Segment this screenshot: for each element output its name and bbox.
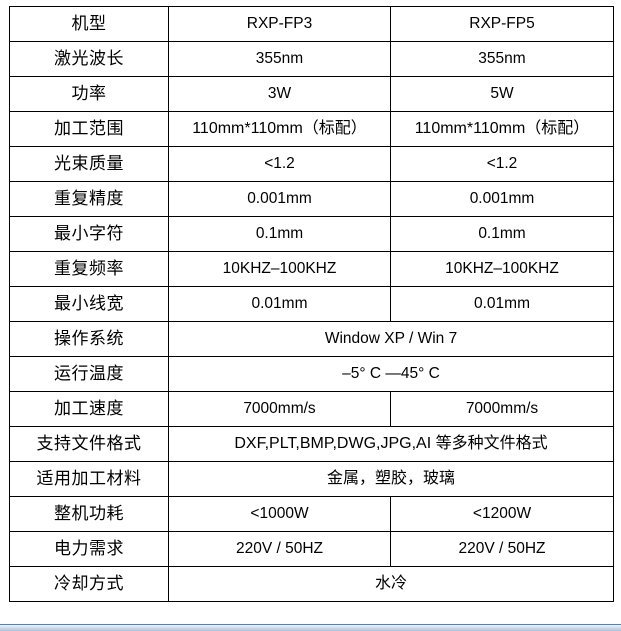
row-value-cell-model-1: 7000mm/s: [168, 391, 391, 427]
table-row: 重复频率 10KHZ–100KHZ 10KHZ–100KHZ: [9, 251, 614, 287]
table-row: 冷却方式 水冷: [9, 566, 614, 602]
row-label-cell: 功率: [9, 76, 169, 112]
row-label-cell: 操作系统: [9, 321, 169, 357]
row-label-cell: 加工范围: [9, 111, 169, 147]
row-label-cell: 电力需求: [9, 531, 169, 567]
row-value-cell-model-1: 355nm: [168, 41, 391, 77]
bottom-scrollbar-strip: [0, 625, 621, 631]
table-row: 支持文件格式 DXF,PLT,BMP,DWG,JPG,AI 等多种文件格式: [9, 426, 614, 462]
row-value-cell-model-1: 110mm*110mm（标配）: [168, 111, 391, 147]
row-value-cell-model-2: 0.1mm: [390, 216, 614, 252]
bottom-divider-line: [0, 624, 621, 625]
row-value-cell-model-1: 10KHZ–100KHZ: [168, 251, 391, 287]
row-value-cell-model-2: 10KHZ–100KHZ: [390, 251, 614, 287]
table-row: 最小字符 0.1mm 0.1mm: [9, 216, 614, 252]
row-label-cell: 加工速度: [9, 391, 169, 427]
row-label-cell: 最小字符: [9, 216, 169, 252]
row-label-cell: 光束质量: [9, 146, 169, 182]
row-value-cell-model-1: 3W: [168, 76, 391, 112]
row-value-cell-model-1: 0.1mm: [168, 216, 391, 252]
row-value-cell-merged: 金属，塑胶，玻璃: [168, 461, 614, 497]
row-value-cell-model-2: 110mm*110mm（标配）: [390, 111, 614, 147]
table-row: 加工速度 7000mm/s 7000mm/s: [9, 391, 614, 427]
table-row: 操作系统 Window XP / Win 7: [9, 321, 614, 357]
row-value-cell-merged: 水冷: [168, 566, 614, 602]
row-value-cell-model-1: 0.01mm: [168, 286, 391, 322]
specification-table: 机型 RXP-FP3 RXP-FP5 激光波长 355nm 355nm 功率 3W 5W 加工范围…: [9, 6, 614, 602]
table-row: 最小线宽 0.01mm 0.01mm: [9, 286, 614, 322]
table-row: 重复精度 0.001mm 0.001mm: [9, 181, 614, 217]
table-row: 加工范围 110mm*110mm（标配） 110mm*110mm（标配）: [9, 111, 614, 147]
table-row: 适用加工材料 金属，塑胶，玻璃: [9, 461, 614, 497]
row-value-cell-model-2: 7000mm/s: [390, 391, 614, 427]
row-value-cell-model-2: 355nm: [390, 41, 614, 77]
row-value-cell-model-2: <1200W: [390, 496, 614, 532]
specification-table-body: 机型 RXP-FP3 RXP-FP5 激光波长 355nm 355nm 功率 3W 5W 加工范围…: [9, 6, 614, 602]
row-value-cell-merged: DXF,PLT,BMP,DWG,JPG,AI 等多种文件格式: [168, 426, 614, 462]
row-value-cell-model-2: 0.001mm: [390, 181, 614, 217]
row-value-cell-model-1: RXP-FP3: [168, 6, 391, 42]
spec-table-container: 机型 RXP-FP3 RXP-FP5 激光波长 355nm 355nm 功率 3W 5W 加工范围…: [9, 6, 614, 602]
row-label-cell: 运行温度: [9, 356, 169, 392]
row-label-cell: 重复频率: [9, 251, 169, 287]
row-label-cell: 最小线宽: [9, 286, 169, 322]
row-label-cell: 机型: [9, 6, 169, 42]
row-label-cell: 适用加工材料: [9, 461, 169, 497]
row-value-cell-model-1: 220V / 50HZ: [168, 531, 391, 567]
row-label-cell: 激光波长: [9, 41, 169, 77]
row-value-cell-model-2: RXP-FP5: [390, 6, 614, 42]
row-value-cell-model-2: 0.01mm: [390, 286, 614, 322]
row-value-cell-merged: –5° C —45° C: [168, 356, 614, 392]
table-row: 机型 RXP-FP3 RXP-FP5: [9, 6, 614, 42]
table-row: 功率 3W 5W: [9, 76, 614, 112]
row-value-cell-model-1: 0.001mm: [168, 181, 391, 217]
row-value-cell-model-2: 220V / 50HZ: [390, 531, 614, 567]
row-label-cell: 重复精度: [9, 181, 169, 217]
row-value-cell-model-1: <1000W: [168, 496, 391, 532]
table-row: 光束质量 <1.2 <1.2: [9, 146, 614, 182]
table-row: 整机功耗 <1000W <1200W: [9, 496, 614, 532]
row-label-cell: 支持文件格式: [9, 426, 169, 462]
row-label-cell: 整机功耗: [9, 496, 169, 532]
row-value-cell-model-2: <1.2: [390, 146, 614, 182]
row-value-cell-model-2: 5W: [390, 76, 614, 112]
table-row: 运行温度 –5° C —45° C: [9, 356, 614, 392]
row-value-cell-merged: Window XP / Win 7: [168, 321, 614, 357]
table-row: 激光波长 355nm 355nm: [9, 41, 614, 77]
table-row: 电力需求 220V / 50HZ 220V / 50HZ: [9, 531, 614, 567]
row-label-cell: 冷却方式: [9, 566, 169, 602]
row-value-cell-model-1: <1.2: [168, 146, 391, 182]
